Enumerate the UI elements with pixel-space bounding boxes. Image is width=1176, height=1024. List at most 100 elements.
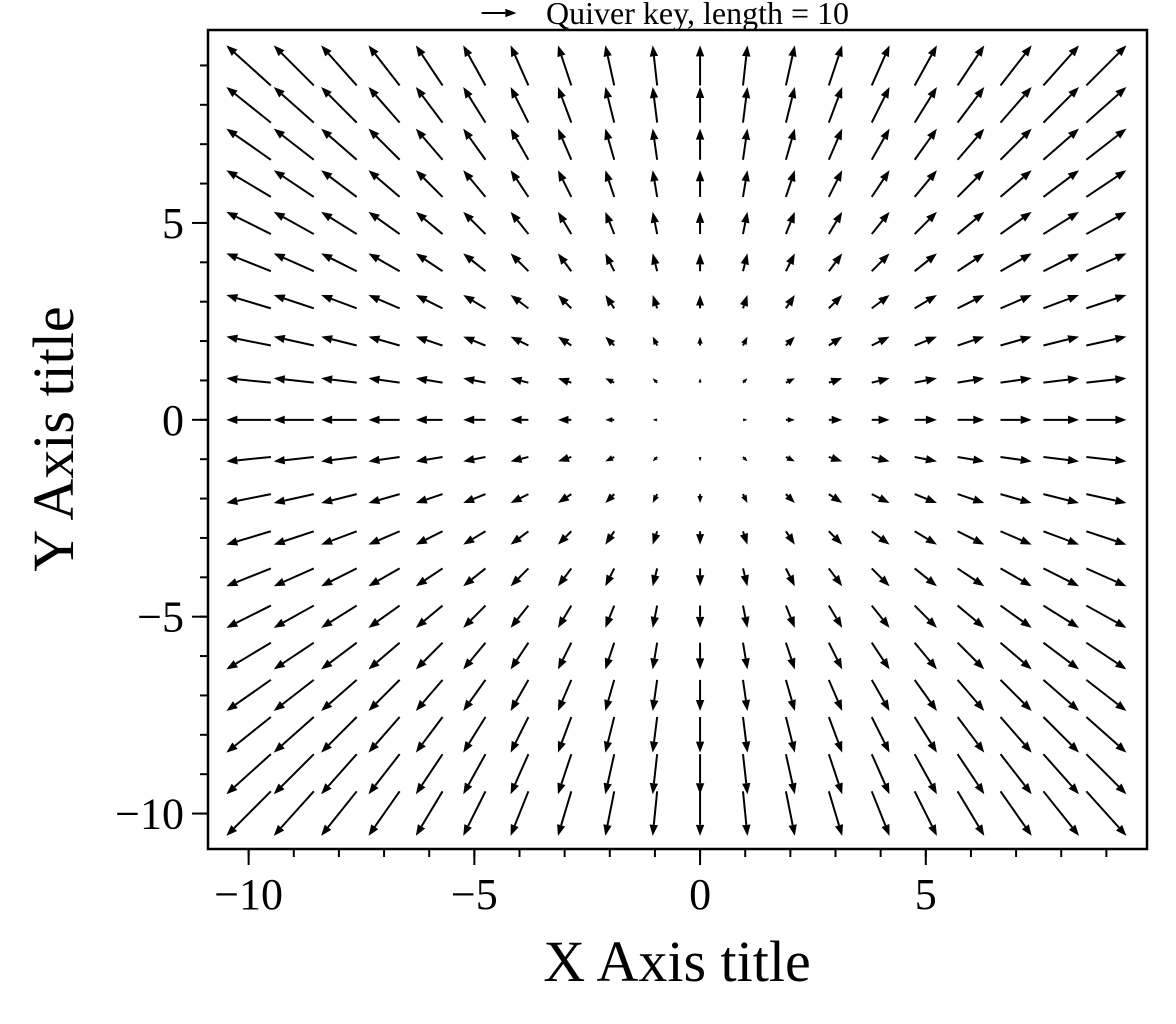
vector-arrow: [321, 335, 357, 347]
vector-arrow: [827, 753, 843, 795]
vector-arrow: [1043, 455, 1080, 465]
vector-arrow: [649, 45, 659, 86]
vector-arrow: [368, 567, 401, 587]
vector-arrow: [557, 679, 573, 712]
vector-arrow: [828, 336, 843, 347]
vector-arrow: [649, 754, 659, 795]
vector-arrow: [557, 567, 573, 587]
vector-arrow: [871, 253, 890, 272]
vector-arrow: [827, 791, 844, 836]
vector-arrow: [1086, 493, 1127, 505]
vector-arrow: [695, 211, 705, 235]
vector-arrow: [605, 295, 616, 309]
vector-arrow: [463, 716, 487, 753]
vector-arrow: [827, 211, 843, 235]
vector-arrow: [785, 378, 795, 385]
vector-arrow: [226, 253, 272, 273]
vector-arrow: [956, 128, 985, 161]
vector-arrow: [226, 87, 272, 124]
vector-arrow: [1085, 211, 1127, 235]
vector-arrow: [463, 211, 487, 235]
vector-arrow: [785, 253, 795, 272]
vector-arrow: [415, 45, 444, 87]
vector-arrow: [1042, 641, 1080, 670]
vector-arrow: [956, 87, 985, 124]
vector-arrow: [913, 679, 937, 712]
vector-arrow: [463, 253, 487, 272]
vector-arrow: [1000, 493, 1032, 505]
vector-arrow: [999, 87, 1032, 124]
vector-arrow: [1086, 530, 1127, 546]
vector-arrow: [913, 128, 937, 161]
vector-arrow: [650, 679, 659, 712]
vector-arrow: [368, 530, 401, 545]
vector-arrow: [999, 211, 1032, 235]
vector-arrow: [828, 377, 843, 386]
vector-arrow: [957, 493, 985, 504]
quiver-key-arrow: [481, 8, 517, 18]
vector-arrow: [557, 642, 573, 670]
vector-arrow: [914, 376, 937, 385]
vector-arrow: [415, 567, 444, 587]
vector-arrow: [1085, 87, 1127, 124]
vector-arrow: [652, 418, 658, 422]
vector-arrow: [650, 605, 659, 628]
y-axis-title: Y Axis title: [21, 306, 86, 571]
vector-arrow: [1042, 211, 1080, 235]
vector-arrow: [913, 211, 937, 235]
vector-arrow: [871, 415, 890, 425]
vector-arrow: [463, 493, 486, 504]
x-tick-label: −5: [451, 870, 498, 919]
vector-arrow: [914, 253, 937, 272]
vector-arrow: [739, 295, 748, 309]
vector-arrow: [741, 754, 751, 795]
vector-arrow: [321, 455, 357, 465]
vector-arrow: [741, 493, 748, 504]
vector-arrow: [321, 716, 358, 753]
vector-arrow: [415, 753, 444, 795]
vector-arrow: [1085, 641, 1127, 670]
tick-labels: −10 −5 0 5 −10 −5 0 5: [115, 199, 937, 919]
vector-arrow: [1085, 679, 1127, 712]
vector-arrow: [650, 170, 659, 198]
vector-arrow: [784, 642, 796, 670]
vector-arrow: [415, 415, 443, 425]
vector-arrow: [1086, 455, 1127, 465]
vector-arrow: [741, 211, 750, 235]
vector-arrow: [913, 716, 937, 753]
vector-arrow: [226, 294, 272, 310]
vector-arrow: [605, 530, 616, 545]
vector-arrow: [321, 415, 357, 425]
vector-arrow: [368, 604, 401, 628]
vector-arrow: [956, 45, 985, 87]
vector-arrow: [226, 415, 271, 425]
vector-arrow: [273, 753, 315, 795]
vector-arrow: [557, 716, 573, 753]
vector-arrow: [695, 605, 705, 628]
vector-arrow: [273, 716, 315, 753]
vector-arrow: [321, 128, 358, 161]
vector-arrow: [415, 716, 444, 753]
vector-arrow: [273, 790, 315, 836]
vector-arrow: [1000, 567, 1032, 587]
vector-arrow: [603, 45, 616, 86]
vector-arrow: [368, 295, 401, 310]
vector-arrow: [697, 494, 703, 504]
vector-arrow: [1086, 415, 1127, 425]
vector-arrow: [1043, 335, 1080, 347]
vector-arrow: [510, 170, 530, 198]
vector-arrow: [827, 87, 843, 123]
vector-arrow: [368, 128, 401, 161]
vector-arrow: [463, 87, 487, 124]
vector-arrow: [273, 45, 315, 87]
vector-arrow: [1000, 415, 1032, 425]
vector-arrow: [785, 567, 795, 587]
vector-arrow: [273, 493, 315, 505]
vector-arrow: [695, 45, 705, 86]
vector-arrow: [226, 567, 272, 587]
vector-arrow: [321, 679, 358, 712]
vector-arrow: [741, 170, 750, 198]
vector-arrow: [368, 455, 400, 465]
vector-arrow: [321, 790, 358, 836]
vector-arrow: [695, 791, 705, 836]
